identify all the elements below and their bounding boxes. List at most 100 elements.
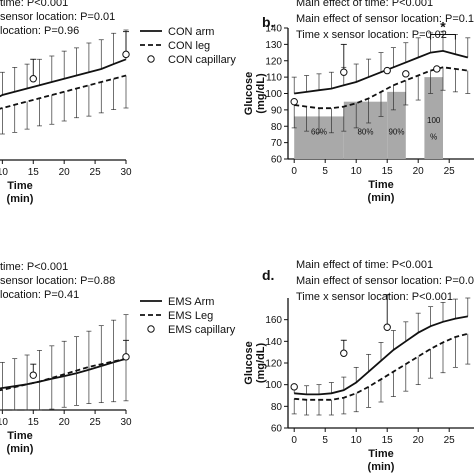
x-tick-label: 0 xyxy=(291,166,297,177)
x-axis-unit: (min) xyxy=(368,192,395,204)
y-tick-label: 60 xyxy=(271,424,283,435)
capillary-point xyxy=(340,68,348,76)
capillary-point xyxy=(340,349,348,357)
x-axis-unit: (min) xyxy=(7,193,34,205)
x-axis-title: Time xyxy=(7,430,32,442)
stat-line: Main effect of time: P<0.001 xyxy=(296,259,433,271)
series-line-arm xyxy=(0,357,127,390)
x-tick-label: 20 xyxy=(59,417,71,428)
legend-entry: CON arm xyxy=(168,26,214,38)
panel-label-b: b. xyxy=(262,14,274,30)
y-axis-unit: (mg/dL) xyxy=(255,73,267,114)
series-line-arm xyxy=(0,58,127,98)
x-tick-label: 20 xyxy=(413,435,425,446)
x-tick-label: 10 xyxy=(0,167,8,178)
y-axis-title: Glucose xyxy=(243,72,255,115)
stat-line: location: P=0.41 xyxy=(0,289,79,301)
capillary-point xyxy=(29,75,37,83)
series-line-leg xyxy=(0,74,127,110)
x-tick-label: 5 xyxy=(322,435,328,446)
y-tick-label: 80 xyxy=(271,122,283,133)
y-tick-label: 140 xyxy=(265,337,282,348)
shading-label: 100 xyxy=(427,116,441,125)
legend-swatch-circle xyxy=(147,325,155,333)
x-tick-label: 25 xyxy=(444,435,456,446)
legend-swatch-circle xyxy=(147,55,155,63)
chart-panel-panel_c xyxy=(0,314,130,414)
x-tick-label: 20 xyxy=(59,167,71,178)
stat-line: Time x sensor location: P<0.001 xyxy=(296,291,453,303)
series-line-leg xyxy=(0,357,127,392)
x-tick-label: 10 xyxy=(0,417,8,428)
x-tick-label: 30 xyxy=(120,167,132,178)
x-tick-label: 15 xyxy=(28,167,40,178)
legend-entry: EMS Leg xyxy=(168,310,213,322)
stat-line: Time x sensor location: P=0.02 xyxy=(296,29,447,41)
y-tick-label: 110 xyxy=(266,73,282,84)
y-axis-unit: (mg/dL) xyxy=(255,343,267,384)
x-axis-unit: (min) xyxy=(7,443,34,455)
x-axis-title: Time xyxy=(368,448,393,460)
capillary-point xyxy=(290,97,298,106)
x-tick-label: 10 xyxy=(351,435,363,446)
chart-panel-panel_b xyxy=(284,27,474,163)
series-line-leg xyxy=(294,332,469,401)
capillary-point xyxy=(290,383,298,391)
legend-entry: EMS Arm xyxy=(168,296,214,308)
intensity-shading xyxy=(387,91,406,159)
x-tick-label: 15 xyxy=(28,417,40,428)
shading-label: % xyxy=(430,132,437,141)
x-axis-title: Time xyxy=(368,179,393,191)
stat-line: sensor location: P=0.88 xyxy=(0,275,115,287)
significance-marker: * xyxy=(440,19,446,35)
capillary-point xyxy=(433,65,441,73)
y-tick-label: 90 xyxy=(271,105,283,116)
legend-entry: CON capillary xyxy=(168,54,236,66)
x-tick-label: 20 xyxy=(413,166,425,177)
stat-line: time: P<0.001 xyxy=(0,0,68,9)
legend-entry: CON leg xyxy=(168,40,210,52)
legend-entry: EMS capillary xyxy=(168,324,236,336)
x-tick-label: 15 xyxy=(382,435,394,446)
y-tick-label: 70 xyxy=(271,138,283,149)
stat-line: Main effect of time: P<0.001 xyxy=(296,0,433,9)
shading-label: 60% xyxy=(311,127,327,136)
x-tick-label: 25 xyxy=(444,166,456,177)
capillary-point xyxy=(383,66,391,75)
intensity-shading xyxy=(424,77,443,159)
x-tick-label: 15 xyxy=(382,166,394,177)
x-tick-label: 30 xyxy=(120,417,132,428)
capillary-point xyxy=(29,371,37,379)
y-tick-label: 100 xyxy=(265,380,282,391)
x-axis-unit: (min) xyxy=(368,461,395,473)
stat-line: sensor location: P=0.01 xyxy=(0,11,115,23)
y-tick-label: 60 xyxy=(271,155,283,166)
shading-label: 90% xyxy=(388,127,404,136)
chart-panel-panel_a xyxy=(0,29,130,164)
series-line-arm xyxy=(294,49,469,95)
y-tick-label: 120 xyxy=(265,56,282,67)
y-tick-label: 140 xyxy=(265,24,282,35)
y-axis-title: Glucose xyxy=(243,341,255,384)
y-tick-label: 80 xyxy=(271,402,283,413)
stat-line: location: P=0.96 xyxy=(0,25,79,37)
shading-label: 80% xyxy=(357,127,373,136)
x-tick-label: 10 xyxy=(351,166,363,177)
capillary-point xyxy=(402,70,410,78)
x-tick-label: 25 xyxy=(90,417,102,428)
y-tick-label: 120 xyxy=(265,359,282,370)
chart-panel-panel_d xyxy=(284,294,474,432)
x-tick-label: 25 xyxy=(90,167,102,178)
capillary-point xyxy=(122,353,130,361)
significance-bracket xyxy=(430,34,456,40)
x-tick-label: 0 xyxy=(291,435,297,446)
stat-line: Main effect of sensor location: P=0.13 xyxy=(296,13,474,25)
series-line-arm xyxy=(294,315,468,396)
x-tick-label: 5 xyxy=(322,166,328,177)
stat-line: Main effect of sensor location: P=0.01 xyxy=(296,275,474,287)
x-axis-title: Time xyxy=(7,180,32,192)
y-tick-label: 130 xyxy=(265,40,282,51)
intensity-shading xyxy=(343,101,388,159)
capillary-point xyxy=(383,323,391,331)
y-tick-label: 100 xyxy=(265,89,282,100)
